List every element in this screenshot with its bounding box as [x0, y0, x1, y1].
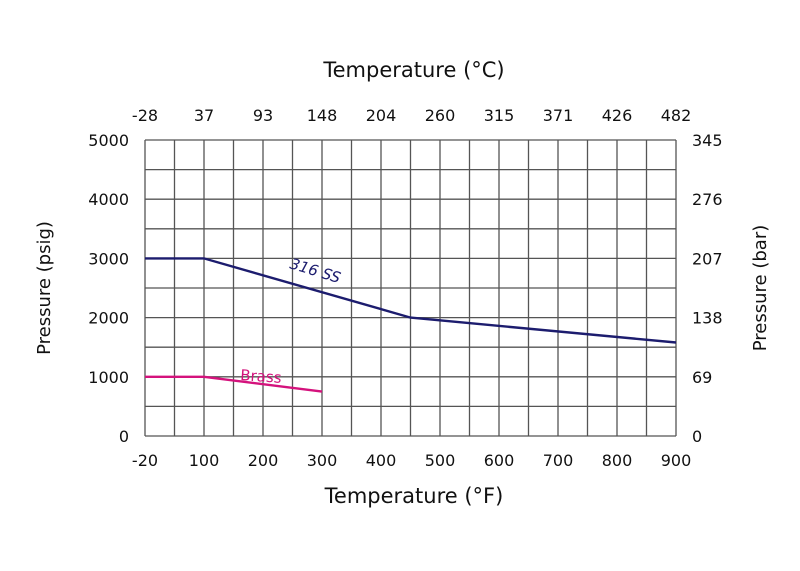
x-tick-label-top: 204 [366, 106, 397, 125]
x-tick-label-top: 37 [194, 106, 214, 125]
y-tick-label-right: 276 [692, 190, 723, 209]
x-tick-label-bottom: 200 [248, 451, 279, 470]
x-tick-label-top: 315 [484, 106, 515, 125]
x-tick-label-bottom: 700 [543, 451, 574, 470]
x-tick-label-bottom: 900 [661, 451, 692, 470]
y-tick-label-right: 0 [692, 427, 702, 446]
x-tick-label-bottom: -20 [132, 451, 158, 470]
grid [144, 139, 677, 437]
series-line-316-ss [145, 257, 677, 344]
y-tick-label-left: 3000 [88, 249, 129, 268]
y-tick-label-left: 5000 [88, 131, 129, 150]
y-tick-label-right: 207 [692, 249, 723, 268]
y-tick-label-right: 69 [692, 368, 712, 387]
x-tick-label-top: 426 [602, 106, 633, 125]
x-axis-title-top: Temperature (°C) [322, 58, 504, 82]
x-tick-label-top: 371 [543, 106, 574, 125]
series-line-brass [145, 375, 323, 393]
x-tick-label-bottom: 100 [189, 451, 220, 470]
x-tick-label-bottom: 600 [484, 451, 515, 470]
series-label-316ss: 316 SS [288, 255, 343, 288]
x-tick-label-top: 148 [307, 106, 338, 125]
y-axis-title-left: Pressure (psig) [34, 221, 55, 355]
series-lines [145, 257, 677, 393]
x-axis-title-bottom: Temperature (°F) [324, 484, 504, 508]
x-tick-label-top: 260 [425, 106, 456, 125]
y-tick-label-left: 2000 [88, 309, 129, 328]
y-axis-title-right: Pressure (bar) [750, 225, 771, 351]
y-tick-label-left: 1000 [88, 368, 129, 387]
y-tick-label-left: 0 [119, 427, 129, 446]
x-tick-label-top: 482 [661, 106, 692, 125]
series-label-brass: Brass [240, 366, 283, 387]
x-tick-label-bottom: 400 [366, 451, 397, 470]
x-tick-label-bottom: 500 [425, 451, 456, 470]
x-tick-label-bottom: 800 [602, 451, 633, 470]
x-tick-label-top: -28 [132, 106, 158, 125]
y-tick-label-right: 345 [692, 131, 723, 150]
x-tick-label-bottom: 300 [307, 451, 338, 470]
y-tick-label-right: 138 [692, 309, 723, 328]
x-tick-label-top: 93 [253, 106, 273, 125]
y-tick-label-left: 4000 [88, 190, 129, 209]
tick-labels: -20 100 200 300 400 500 600 700 800 900 -28 37 93 148… [88, 106, 722, 470]
